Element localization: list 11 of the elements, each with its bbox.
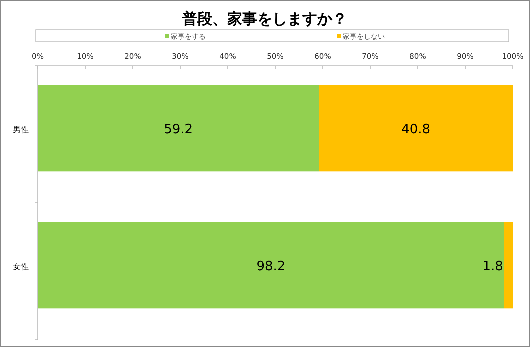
bar (504, 222, 513, 309)
bar (38, 222, 504, 309)
y-tick-label: 男性 (13, 126, 29, 134)
data-label: 40.8 (402, 122, 431, 138)
chart-title: 普段、家事をしますか？ (182, 10, 348, 28)
y-tick-label: 女性 (13, 262, 29, 272)
bar (38, 85, 320, 172)
data-label: 98.2 (256, 260, 286, 274)
data-label: 1.8 (482, 260, 504, 274)
data-label: 59.2 (164, 122, 194, 138)
bar (319, 85, 513, 172)
